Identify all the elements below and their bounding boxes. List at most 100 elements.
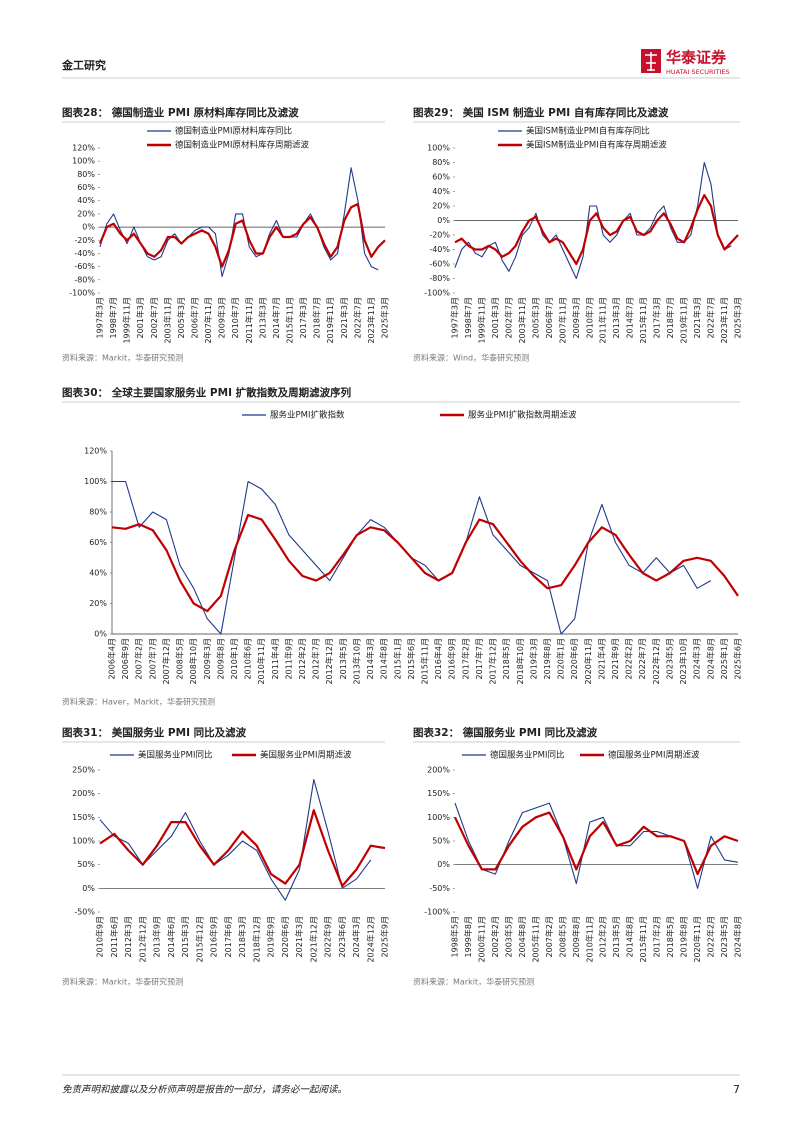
y-tick-label: 0% bbox=[82, 223, 95, 232]
y-tick-label: -80% bbox=[74, 275, 95, 284]
y-tick-label: 200% bbox=[427, 766, 450, 775]
x-tick-label: 2017年6月 bbox=[223, 916, 233, 957]
y-tick-label: 0% bbox=[437, 860, 450, 869]
x-tick-label: 2021年3月 bbox=[294, 916, 304, 957]
chart-title: 图表31： 美国服务业 PMI 同比及滤波 bbox=[62, 726, 247, 739]
x-tick-label: 1999年11月 bbox=[122, 297, 132, 344]
x-tick-label: 2014年8月 bbox=[625, 916, 635, 957]
x-tick-label: 2009年3月 bbox=[217, 297, 227, 338]
x-tick-label: 2001年3月 bbox=[490, 297, 500, 338]
y-tick-label: 80% bbox=[432, 158, 450, 167]
x-tick-label: 2015年11月 bbox=[638, 297, 648, 344]
x-tick-label: 1997年3月 bbox=[450, 297, 460, 338]
x-tick-label: 2019年8月 bbox=[542, 638, 552, 679]
x-tick-label: 2005年11月 bbox=[530, 916, 540, 963]
x-tick-label: 2012年7月 bbox=[311, 638, 321, 679]
x-tick-label: 2023年6月 bbox=[337, 916, 347, 957]
x-tick-label: 2024年3月 bbox=[692, 638, 702, 679]
x-tick-label: 1998年7月 bbox=[108, 297, 118, 338]
x-tick-label: 2014年8月 bbox=[379, 638, 389, 679]
x-tick-label: 2017年3月 bbox=[298, 297, 308, 338]
x-tick-label: 2022年12月 bbox=[651, 638, 661, 685]
x-tick-label: 2006年7月 bbox=[190, 297, 200, 338]
x-tick-label: 2015年11月 bbox=[638, 916, 648, 963]
y-tick-label: 20% bbox=[89, 599, 107, 608]
y-tick-label: 40% bbox=[89, 569, 107, 578]
x-tick-label: 2023年5月 bbox=[719, 916, 729, 957]
x-tick-label: 2021年9月 bbox=[610, 638, 620, 679]
x-tick-label: 2007年2月 bbox=[544, 916, 554, 957]
series-line bbox=[99, 167, 379, 278]
x-tick-label: 2017年3月 bbox=[652, 297, 662, 338]
y-tick-label: -100% bbox=[69, 289, 95, 298]
y-tick-label: -40% bbox=[429, 245, 450, 254]
chart-title: 图表29： 美国 ISM 制造业 PMI 自有库存同比及滤波 bbox=[413, 106, 669, 119]
x-tick-label: 2023年5月 bbox=[664, 638, 674, 679]
x-tick-label: 2001年3月 bbox=[135, 297, 145, 338]
x-tick-label: 2003年11月 bbox=[517, 297, 527, 344]
x-tick-label: 2021年4月 bbox=[596, 638, 606, 679]
x-tick-label: 2023年10月 bbox=[678, 638, 688, 685]
y-tick-label: 0% bbox=[437, 216, 450, 225]
x-tick-label: 2025年1月 bbox=[719, 638, 729, 679]
legend-label: 美国服务业PMI周期滤波 bbox=[260, 750, 352, 761]
y-tick-label: 150% bbox=[72, 813, 95, 822]
source-note: 资料来源：Wind，华泰研究预测 bbox=[413, 353, 529, 363]
x-tick-label: 2018年5月 bbox=[501, 638, 511, 679]
x-tick-label: 2005年3月 bbox=[176, 297, 186, 338]
y-tick-label: 60% bbox=[432, 173, 450, 182]
x-tick-label: 2010年9月 bbox=[95, 916, 105, 957]
y-tick-label: 120% bbox=[84, 447, 107, 456]
x-tick-label: 2007年11月 bbox=[203, 297, 213, 344]
x-tick-label: 2007年2月 bbox=[134, 638, 144, 679]
y-tick-label: 80% bbox=[89, 508, 107, 517]
series-line bbox=[454, 194, 739, 266]
x-tick-label: 2011年11月 bbox=[598, 297, 608, 344]
x-tick-label: 2018年7月 bbox=[312, 297, 322, 338]
x-tick-label: 2015年11月 bbox=[285, 297, 295, 344]
x-tick-label: 2013年5月 bbox=[338, 638, 348, 679]
x-tick-label: 2023年11月 bbox=[366, 297, 376, 344]
legend-label: 美国ISM制造业PMI自有库存同比 bbox=[526, 126, 650, 137]
y-tick-label: 40% bbox=[77, 196, 95, 205]
x-tick-label: 2008年10月 bbox=[188, 638, 198, 685]
logo-mark bbox=[645, 52, 657, 71]
disclaimer: 免责声明和披露以及分析师声明是报告的一部分，请务必一起阅读。 bbox=[62, 1084, 347, 1096]
x-tick-label: 2013年5月 bbox=[611, 916, 621, 957]
x-tick-label: 2019年11月 bbox=[679, 297, 689, 344]
logo-subtext: HUATAI SECURITIES bbox=[666, 68, 730, 76]
x-tick-label: 2020年6月 bbox=[569, 638, 579, 679]
x-tick-label: 2018年7月 bbox=[665, 297, 675, 338]
x-tick-label: 2024年12月 bbox=[365, 916, 375, 963]
y-tick-label: 100% bbox=[427, 144, 450, 153]
x-tick-label: 2010年1月 bbox=[229, 638, 239, 679]
legend-label: 德国制造业PMI原材料库存同比 bbox=[175, 126, 292, 137]
x-tick-label: 1997年3月 bbox=[95, 297, 105, 338]
x-tick-label: 2012年12月 bbox=[324, 638, 334, 685]
x-tick-label: 2013年10月 bbox=[351, 638, 361, 685]
y-tick-label: 250% bbox=[72, 766, 95, 775]
y-tick-label: -50% bbox=[74, 908, 95, 917]
x-tick-label: 2009年3月 bbox=[571, 297, 581, 338]
x-tick-label: 2014年7月 bbox=[625, 297, 635, 338]
x-tick-label: 2021年3月 bbox=[692, 297, 702, 338]
legend-label: 美国ISM制造业PMI自有库存周期滤波 bbox=[526, 140, 667, 151]
y-tick-label: -100% bbox=[424, 289, 450, 298]
x-tick-label: 2015年1月 bbox=[392, 638, 402, 679]
x-tick-label: 2014年3月 bbox=[365, 638, 375, 679]
y-tick-label: -40% bbox=[74, 249, 95, 258]
x-tick-label: 2002年2月 bbox=[490, 916, 500, 957]
y-tick-label: -100% bbox=[424, 908, 450, 917]
x-tick-label: 2010年6月 bbox=[243, 638, 253, 679]
x-tick-label: 2011年6月 bbox=[109, 916, 119, 957]
y-tick-label: 60% bbox=[77, 183, 95, 192]
x-tick-label: 2011年4月 bbox=[270, 638, 280, 679]
x-tick-label: 2021年3月 bbox=[339, 297, 349, 338]
x-tick-label: 2017年12月 bbox=[488, 638, 498, 685]
x-tick-label: 2022年9月 bbox=[323, 916, 333, 957]
y-tick-label: 150% bbox=[427, 789, 450, 798]
y-tick-label: 60% bbox=[89, 538, 107, 547]
x-tick-label: 2025年3月 bbox=[733, 297, 743, 338]
x-tick-label: 2019年9月 bbox=[266, 916, 276, 957]
